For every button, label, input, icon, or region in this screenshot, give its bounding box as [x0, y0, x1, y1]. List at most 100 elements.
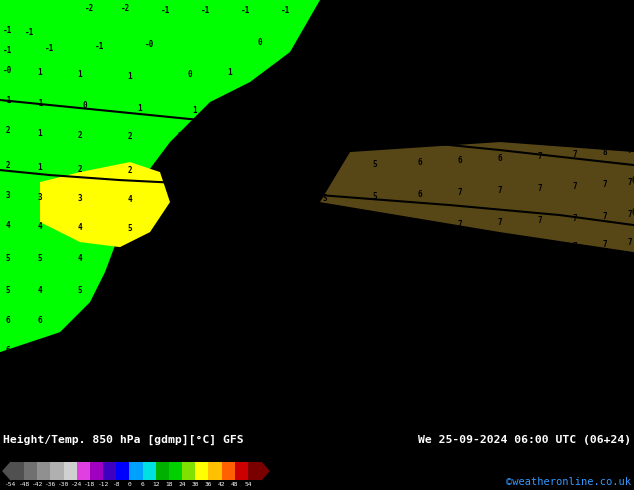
Text: 1: 1: [358, 99, 362, 109]
Text: 1: 1: [37, 128, 42, 138]
Text: 5: 5: [6, 286, 10, 294]
Text: 5: 5: [37, 254, 42, 263]
Text: 0: 0: [257, 38, 262, 47]
Text: 3: 3: [437, 96, 443, 104]
Text: 7: 7: [603, 269, 607, 278]
Text: 3: 3: [6, 191, 10, 199]
Text: -54: -54: [5, 482, 16, 487]
Text: 8: 8: [498, 334, 502, 343]
Text: 5: 5: [172, 254, 178, 263]
Text: 4: 4: [6, 220, 10, 230]
Text: 5: 5: [127, 223, 133, 233]
Text: 7: 7: [418, 279, 422, 288]
Text: 8: 8: [48, 411, 53, 419]
Text: 2: 2: [127, 131, 133, 141]
Text: 6: 6: [6, 316, 10, 325]
Text: 4: 4: [273, 196, 277, 205]
Text: 4: 4: [418, 123, 422, 133]
Text: -1: -1: [3, 46, 13, 54]
Text: 8: 8: [603, 147, 607, 157]
Text: 1: 1: [473, 57, 477, 67]
Text: 8: 8: [98, 411, 102, 419]
Bar: [37, 462, 51, 480]
Text: -1: -1: [3, 96, 13, 104]
Text: -1: -1: [240, 5, 250, 15]
Text: -1: -1: [280, 5, 290, 15]
Polygon shape: [320, 142, 634, 252]
Text: 7: 7: [323, 311, 327, 319]
Bar: [169, 462, 182, 480]
Text: 1: 1: [318, 101, 322, 111]
Text: 4: 4: [543, 25, 547, 34]
Text: -2: -2: [86, 3, 94, 13]
Text: -1: -1: [46, 44, 55, 52]
Text: 18: 18: [165, 482, 172, 487]
Text: 8: 8: [573, 362, 578, 370]
Text: 8: 8: [373, 340, 377, 349]
Text: 5: 5: [373, 160, 377, 169]
Text: 7: 7: [418, 308, 422, 317]
Text: -1: -1: [3, 25, 13, 34]
Text: 7: 7: [273, 342, 277, 351]
Text: 1: 1: [193, 105, 197, 115]
Text: 42: 42: [217, 482, 225, 487]
Text: 1: 1: [278, 68, 282, 76]
Text: 6: 6: [273, 312, 277, 320]
Text: 6: 6: [127, 377, 133, 386]
Text: 8: 8: [538, 364, 542, 373]
Text: -0: -0: [315, 5, 325, 15]
Bar: [103, 462, 116, 480]
Text: 8: 8: [373, 371, 377, 381]
Text: 4: 4: [628, 20, 632, 28]
Text: 5: 5: [6, 254, 10, 263]
Text: -12: -12: [98, 482, 108, 487]
Bar: [195, 462, 209, 480]
Text: 6: 6: [418, 190, 422, 198]
Text: 4: 4: [328, 162, 332, 171]
Text: 7: 7: [573, 270, 578, 280]
Bar: [90, 462, 103, 480]
Text: 8: 8: [418, 408, 422, 416]
Text: 0: 0: [188, 70, 192, 78]
Text: 7: 7: [37, 378, 42, 387]
Text: 5: 5: [628, 83, 632, 93]
Text: 7: 7: [248, 409, 252, 417]
Text: 6: 6: [631, 208, 634, 217]
Text: 7: 7: [323, 373, 327, 382]
Text: 7: 7: [458, 306, 462, 315]
Text: 7: 7: [603, 179, 607, 189]
Text: 4: 4: [78, 222, 82, 232]
Text: -1: -1: [25, 27, 35, 37]
Text: 4: 4: [508, 92, 512, 100]
Text: 0: 0: [358, 5, 362, 15]
Text: 6: 6: [78, 316, 82, 325]
Text: 3: 3: [473, 94, 477, 102]
Text: 36: 36: [205, 482, 212, 487]
Text: 6: 6: [37, 345, 42, 355]
Text: 2: 2: [78, 165, 82, 173]
Text: 7: 7: [573, 242, 578, 250]
Text: 4: 4: [603, 49, 607, 58]
Text: 4: 4: [573, 24, 578, 32]
Text: 7: 7: [498, 245, 502, 255]
Text: 2: 2: [6, 161, 10, 170]
Text: ©weatheronline.co.uk: ©weatheronline.co.uk: [506, 477, 631, 487]
Text: 7: 7: [538, 216, 542, 224]
Text: 8: 8: [153, 411, 157, 419]
Bar: [235, 462, 248, 480]
Text: 2: 2: [328, 127, 332, 137]
Text: 1: 1: [138, 103, 142, 113]
Text: 54: 54: [244, 482, 252, 487]
Text: 7: 7: [223, 343, 228, 352]
Text: 8: 8: [373, 409, 377, 417]
Text: 7: 7: [603, 240, 607, 248]
Text: 2: 2: [477, 5, 482, 15]
Text: 5: 5: [543, 90, 547, 98]
Text: 1: 1: [37, 163, 42, 172]
Text: 7: 7: [603, 297, 607, 307]
Polygon shape: [40, 162, 170, 247]
Text: 7: 7: [628, 267, 632, 275]
Text: -30: -30: [58, 482, 69, 487]
Text: 8: 8: [628, 326, 632, 335]
Text: 6: 6: [418, 158, 422, 167]
